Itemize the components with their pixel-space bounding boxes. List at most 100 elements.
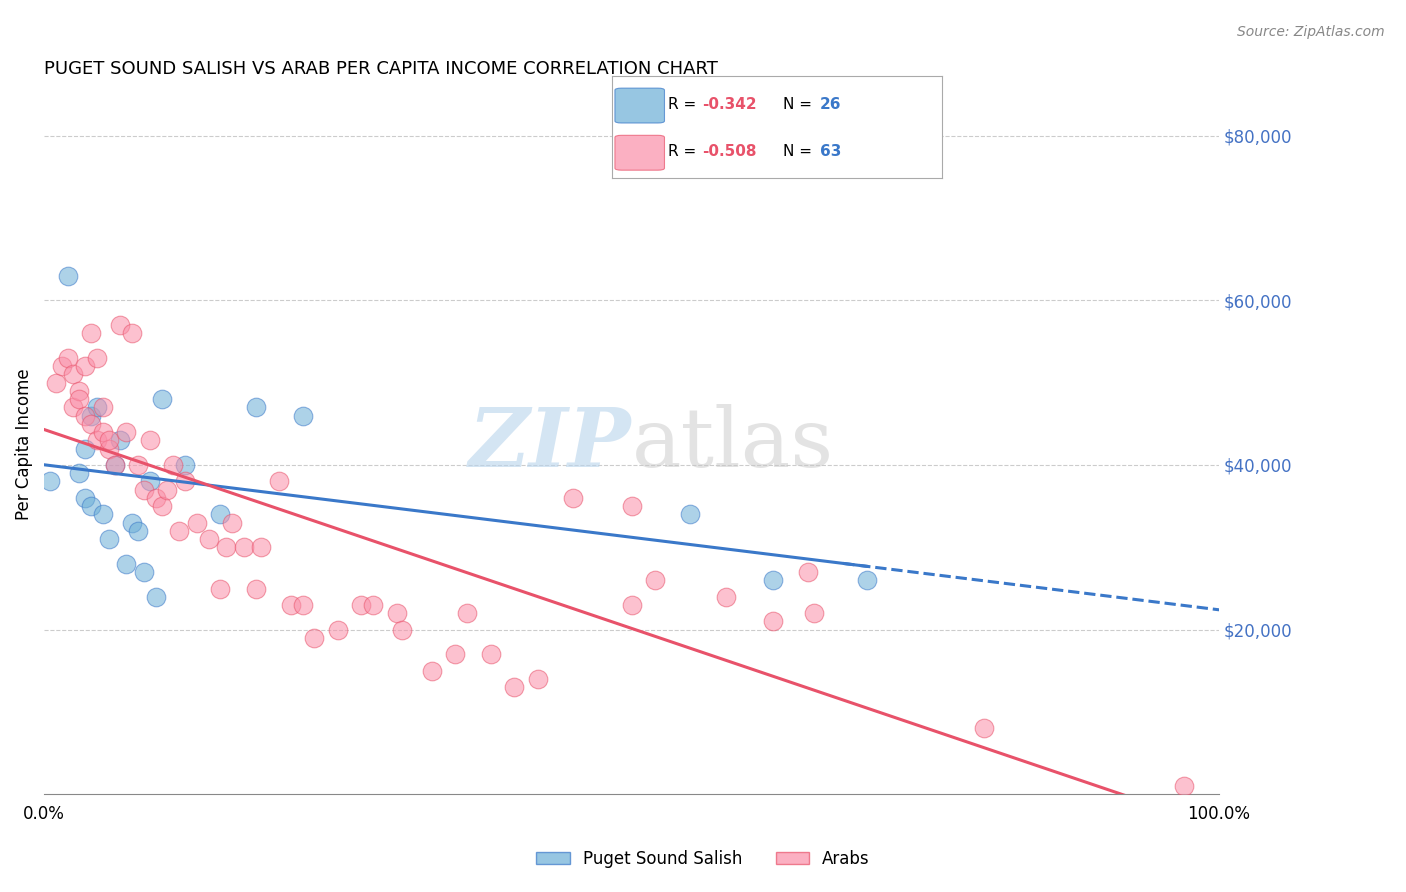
Point	[97, 434, 120, 448]
Point	[350, 598, 373, 612]
Point	[269, 475, 291, 489]
Point	[644, 574, 666, 588]
FancyBboxPatch shape	[614, 136, 665, 170]
Point	[391, 623, 413, 637]
Point	[97, 442, 120, 456]
Point	[75, 359, 97, 374]
Point	[67, 384, 90, 398]
Point	[385, 606, 408, 620]
Point	[127, 458, 149, 472]
Point	[620, 598, 643, 612]
Point	[291, 409, 314, 423]
Point	[145, 491, 167, 505]
Point	[150, 499, 173, 513]
Text: atlas: atlas	[631, 404, 834, 484]
Point	[245, 582, 267, 596]
Point	[186, 516, 208, 530]
Point	[139, 475, 162, 489]
Point	[86, 434, 108, 448]
Point	[679, 508, 702, 522]
Point	[209, 582, 232, 596]
Point	[250, 541, 273, 555]
Point	[167, 524, 190, 538]
Text: 26: 26	[820, 97, 841, 112]
Text: 63: 63	[820, 145, 841, 160]
Point	[91, 401, 114, 415]
Point	[104, 458, 127, 472]
Point	[115, 557, 138, 571]
Point	[762, 574, 785, 588]
Point	[855, 574, 877, 588]
Point	[39, 475, 62, 489]
Point	[162, 458, 184, 472]
Point	[110, 318, 132, 332]
Point	[174, 475, 197, 489]
Point	[973, 722, 995, 736]
Point	[420, 664, 443, 678]
Point	[56, 268, 79, 283]
Point	[56, 351, 79, 365]
Text: Source: ZipAtlas.com: Source: ZipAtlas.com	[1237, 25, 1385, 39]
Point	[280, 598, 302, 612]
Point	[456, 606, 478, 620]
Point	[121, 326, 143, 341]
Point	[479, 648, 502, 662]
Point	[67, 467, 90, 481]
Point	[174, 458, 197, 472]
FancyBboxPatch shape	[614, 88, 665, 123]
Point	[197, 532, 219, 546]
Point	[86, 351, 108, 365]
Point	[209, 508, 232, 522]
Point	[526, 672, 548, 686]
Point	[45, 376, 67, 390]
Point	[62, 401, 84, 415]
Point	[75, 491, 97, 505]
Point	[714, 590, 737, 604]
Text: ZIP: ZIP	[470, 404, 631, 484]
Text: PUGET SOUND SALISH VS ARAB PER CAPITA INCOME CORRELATION CHART: PUGET SOUND SALISH VS ARAB PER CAPITA IN…	[44, 60, 718, 78]
Point	[75, 409, 97, 423]
Text: N =: N =	[783, 97, 817, 112]
Point	[132, 565, 155, 579]
Point	[150, 392, 173, 406]
Point	[80, 326, 103, 341]
Point	[156, 483, 179, 497]
Point	[104, 458, 127, 472]
Point	[215, 541, 238, 555]
Text: -0.342: -0.342	[703, 97, 756, 112]
Text: R =: R =	[668, 97, 702, 112]
Point	[121, 516, 143, 530]
Point	[132, 483, 155, 497]
Point	[361, 598, 384, 612]
Point	[444, 648, 467, 662]
Point	[1173, 779, 1195, 793]
Point	[245, 401, 267, 415]
Point	[86, 401, 108, 415]
Legend: Puget Sound Salish, Arabs: Puget Sound Salish, Arabs	[530, 844, 876, 875]
Point	[803, 606, 825, 620]
Point	[291, 598, 314, 612]
Point	[503, 681, 526, 695]
Point	[127, 524, 149, 538]
Point	[80, 499, 103, 513]
Point	[620, 499, 643, 513]
Point	[91, 508, 114, 522]
Point	[51, 359, 73, 374]
Text: -0.508: -0.508	[703, 145, 756, 160]
Point	[304, 631, 326, 645]
Point	[80, 417, 103, 431]
Y-axis label: Per Capita Income: Per Capita Income	[15, 368, 32, 520]
Point	[145, 590, 167, 604]
Point	[75, 442, 97, 456]
Point	[67, 392, 90, 406]
Text: N =: N =	[783, 145, 817, 160]
Point	[62, 368, 84, 382]
Point	[115, 425, 138, 439]
Point	[139, 434, 162, 448]
Point	[97, 532, 120, 546]
Point	[561, 491, 583, 505]
Text: R =: R =	[668, 145, 702, 160]
Point	[91, 425, 114, 439]
Point	[80, 409, 103, 423]
Point	[221, 516, 243, 530]
